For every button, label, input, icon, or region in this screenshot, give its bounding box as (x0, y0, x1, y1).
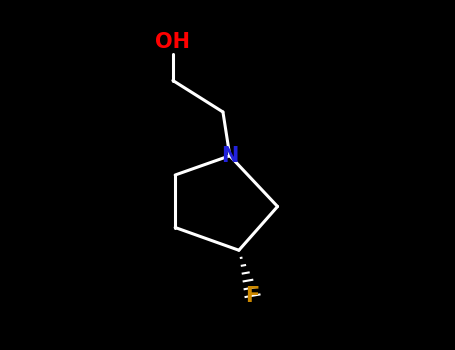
Text: N: N (221, 146, 238, 166)
Text: F: F (245, 286, 260, 306)
Text: OH: OH (156, 32, 190, 52)
